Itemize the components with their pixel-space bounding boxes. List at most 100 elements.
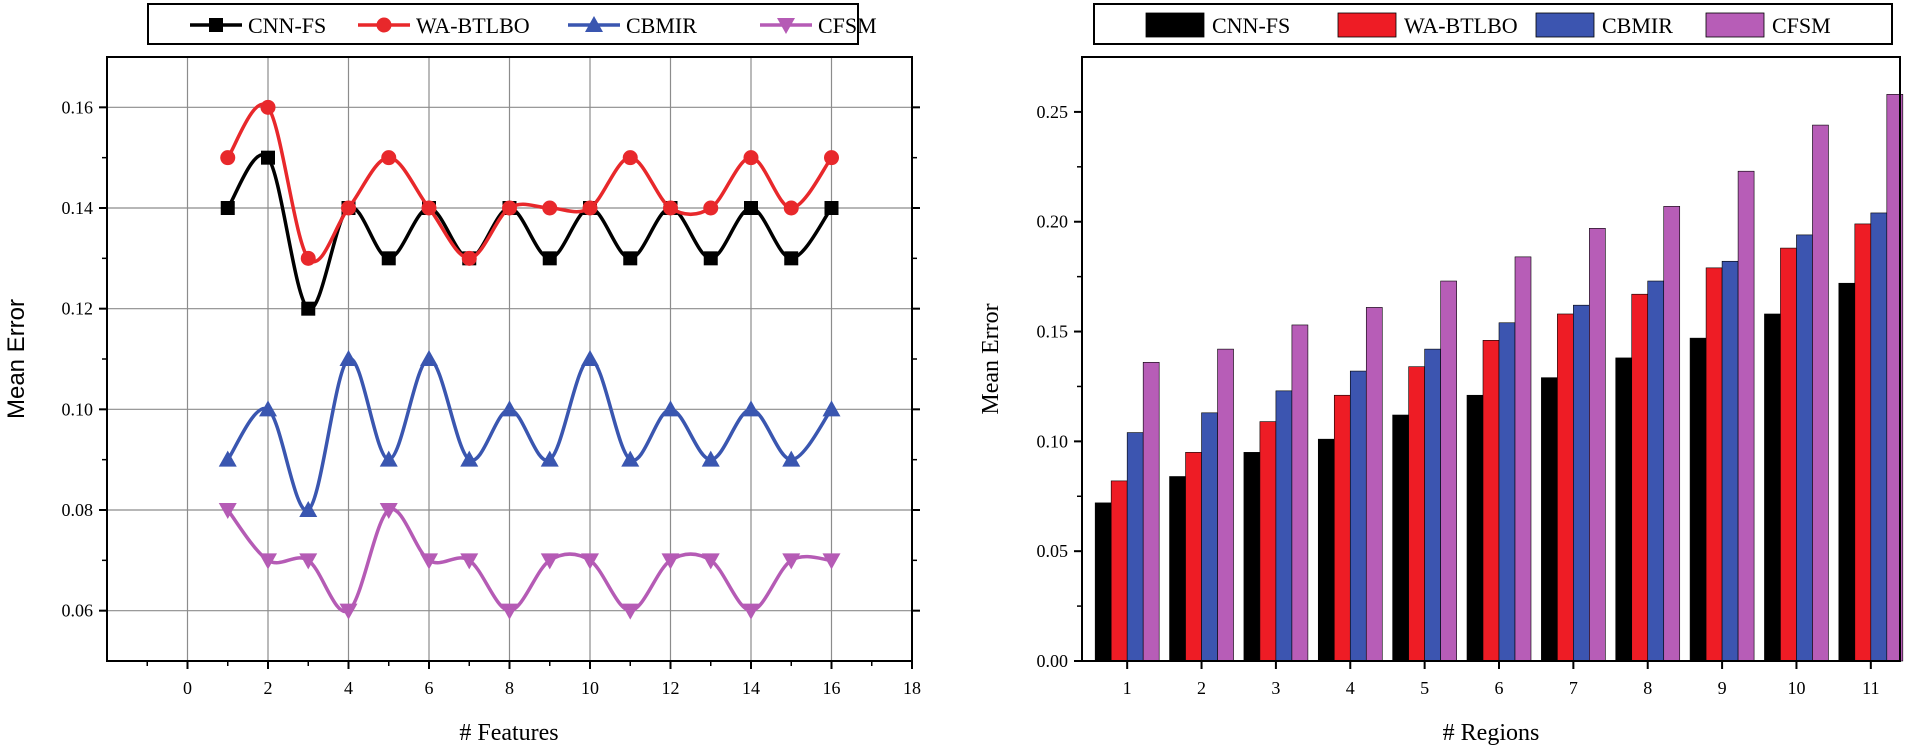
bar-wa-btlbo-3 bbox=[1259, 421, 1277, 662]
x-tick-label: 4 bbox=[1346, 678, 1355, 698]
data-point-cbmir bbox=[621, 450, 640, 467]
bar-cbmir-1 bbox=[1126, 432, 1144, 662]
data-point-wa-btlbo bbox=[542, 200, 558, 216]
bar-cfsm-7 bbox=[1589, 228, 1606, 662]
bar-wa-btlbo-7 bbox=[1557, 313, 1574, 662]
bar-cbmir-10 bbox=[1796, 234, 1813, 662]
data-point-cnn-fs bbox=[542, 251, 557, 266]
data-point-cbmir bbox=[339, 350, 358, 366]
legend-swatch-cnn-fs bbox=[1145, 12, 1205, 38]
data-point-wa-btlbo bbox=[300, 250, 316, 266]
data-point-cfsm bbox=[782, 553, 801, 570]
x-tick-label: 2 bbox=[264, 678, 273, 698]
data-point-wa-btlbo bbox=[582, 200, 598, 216]
line-chart-ticks: 0.06 0.08 0.10 0.12 0.14 0.16 0 2 4 6 8 10 12 14 16 18 bbox=[62, 97, 922, 698]
series-line-cfsm bbox=[226, 507, 832, 614]
line-chart-series bbox=[218, 99, 841, 620]
data-point-wa-btlbo bbox=[622, 150, 638, 166]
x-tick-label: 5 bbox=[1420, 678, 1429, 698]
x-tick-label: 10 bbox=[581, 678, 599, 698]
bar-chart-legend: CNN-FS WA-BTLBO CBMIR CFSM bbox=[1145, 12, 1831, 38]
bar-cbmir-6 bbox=[1498, 322, 1516, 662]
bar-cfsm-1 bbox=[1142, 361, 1160, 662]
bar-wa-btlbo-8 bbox=[1631, 293, 1649, 662]
y-tick-label: 0.10 bbox=[1037, 431, 1069, 451]
legend-swatch-cbmir bbox=[1535, 12, 1595, 38]
data-point-cfsm bbox=[218, 503, 237, 519]
bar-cfsm-9 bbox=[1737, 170, 1755, 662]
legend-label-cnn-fs: CNN-FS bbox=[248, 13, 326, 38]
series-line-cbmir bbox=[226, 357, 833, 512]
y-tick-label: 0.05 bbox=[1037, 541, 1069, 561]
data-point-cnn-fs bbox=[784, 251, 799, 266]
bar-wa-btlbo-11 bbox=[1854, 223, 1872, 662]
legend-label-wa-btlbo: WA-BTLBO bbox=[1404, 13, 1518, 38]
data-point-wa-btlbo bbox=[220, 150, 236, 166]
data-point-cfsm bbox=[339, 603, 358, 620]
bar-chart-ylabel: Mean Error bbox=[978, 303, 1004, 414]
data-point-wa-btlbo bbox=[703, 200, 719, 216]
y-tick-label: 0.10 bbox=[62, 399, 94, 419]
bar-wa-btlbo-2 bbox=[1185, 452, 1202, 662]
bar-chart-plot-frame bbox=[1081, 56, 1901, 662]
bar-cnn-fs-4 bbox=[1317, 438, 1335, 662]
x-tick-label: 8 bbox=[505, 678, 514, 698]
legend-label-wa-btlbo: WA-BTLBO bbox=[416, 13, 530, 38]
x-tick-label: 9 bbox=[1718, 678, 1727, 698]
y-tick-label: 0.20 bbox=[1037, 212, 1069, 232]
bar-cnn-fs-2 bbox=[1169, 476, 1186, 662]
x-tick-label: 6 bbox=[425, 678, 434, 698]
bar-cbmir-5 bbox=[1424, 348, 1441, 662]
bar-cnn-fs-7 bbox=[1541, 377, 1558, 662]
legend-marker-cbmir bbox=[585, 16, 603, 32]
data-point-cfsm bbox=[460, 553, 479, 570]
legend-marker-wa-btlbo bbox=[376, 17, 392, 33]
y-tick-label: 0.16 bbox=[62, 97, 94, 117]
x-tick-label: 4 bbox=[344, 678, 353, 698]
data-point-cbmir bbox=[218, 450, 237, 467]
data-point-cfsm bbox=[661, 553, 680, 570]
data-point-cfsm bbox=[822, 553, 841, 570]
legend-marker-cfsm bbox=[777, 18, 795, 34]
x-tick-label: 0 bbox=[183, 678, 192, 698]
bar-cbmir-11 bbox=[1870, 212, 1888, 662]
bar-cnn-fs-10 bbox=[1764, 313, 1781, 662]
bar-chart-ticks: 1 2 3 4 5 6 7 8 9 10 11 0.00 0.05 0.10 0.15 0.20 0.25 bbox=[1037, 102, 1880, 698]
data-point-cnn-fs bbox=[261, 150, 275, 165]
data-point-cbmir bbox=[540, 450, 559, 467]
line-chart-xlabel: # Features bbox=[459, 720, 558, 746]
bar-wa-btlbo-5 bbox=[1408, 366, 1425, 662]
series-line-wa-btlbo bbox=[226, 102, 833, 264]
legend-label-cbmir: CBMIR bbox=[626, 13, 697, 38]
data-point-cnn-fs bbox=[703, 251, 718, 266]
data-point-cbmir bbox=[742, 400, 760, 417]
data-point-cbmir bbox=[460, 450, 479, 467]
line-chart-legend: CNN-FS WA-BTLBO CBMIR CFSM bbox=[190, 13, 877, 38]
data-point-cnn-fs bbox=[301, 301, 316, 316]
data-point-cnn-fs bbox=[744, 201, 758, 215]
line-chart: CNN-FS WA-BTLBO CBMIR CFSM 0.06 0.08 0.10 0.12… bbox=[3, 3, 922, 746]
bar-cfsm-3 bbox=[1291, 324, 1309, 662]
legend-swatch-wa-btlbo bbox=[1337, 12, 1397, 38]
bar-chart-xlabel: # Regions bbox=[1443, 720, 1540, 746]
bar-cnn-fs-5 bbox=[1392, 414, 1409, 662]
legend-label-cnn-fs: CNN-FS bbox=[1212, 13, 1290, 38]
data-point-wa-btlbo bbox=[663, 200, 678, 216]
data-point-cbmir bbox=[299, 501, 318, 517]
bar-cbmir-9 bbox=[1721, 260, 1739, 662]
y-tick-label: 0.08 bbox=[62, 500, 94, 520]
bar-cnn-fs-1 bbox=[1094, 502, 1112, 662]
legend-marker-cnn-fs bbox=[209, 18, 223, 32]
data-point-cbmir bbox=[701, 450, 720, 467]
bar-cfsm-4 bbox=[1365, 307, 1383, 662]
line-chart-legend-box bbox=[147, 3, 859, 45]
bar-cfsm-5 bbox=[1440, 280, 1457, 662]
data-point-wa-btlbo bbox=[502, 200, 517, 216]
x-tick-label: 3 bbox=[1271, 678, 1280, 698]
x-tick-label: 16 bbox=[823, 678, 841, 698]
x-tick-label: 12 bbox=[662, 678, 680, 698]
legend-label-cfsm: CFSM bbox=[1772, 13, 1831, 38]
x-tick-label: 14 bbox=[742, 678, 760, 698]
data-point-cfsm bbox=[621, 603, 640, 620]
data-point-wa-btlbo bbox=[461, 250, 477, 266]
